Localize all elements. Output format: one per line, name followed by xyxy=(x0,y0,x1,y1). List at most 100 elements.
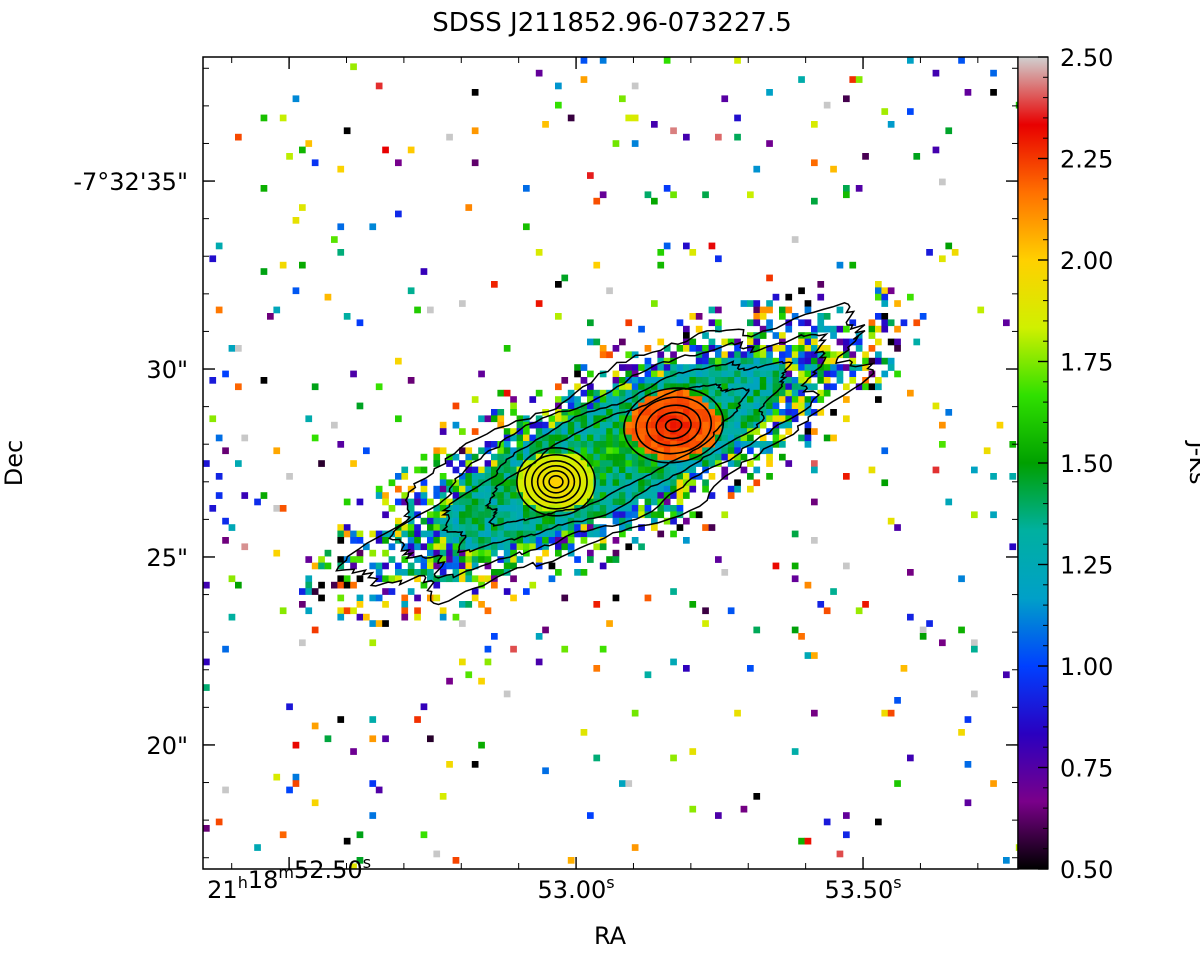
pixel-cell xyxy=(753,402,761,410)
pixel-cell xyxy=(523,543,530,551)
pixel-cell xyxy=(721,511,729,519)
pixel-cell xyxy=(311,383,319,391)
pixel-cell xyxy=(337,530,345,538)
pixel-cell xyxy=(459,505,466,512)
pixel-cell xyxy=(587,524,594,531)
pixel-cell xyxy=(529,466,537,474)
pixel-cell xyxy=(350,556,357,563)
pixel-cell xyxy=(881,709,889,717)
pixel-cell xyxy=(484,658,492,666)
pixel-cell xyxy=(375,492,383,499)
pixel-cell xyxy=(491,466,498,474)
pixel-cell xyxy=(439,498,447,506)
pixel-cell xyxy=(772,332,780,339)
pixel-cell xyxy=(267,313,274,320)
pixel-cell xyxy=(516,517,524,525)
pixel-cell xyxy=(823,351,831,359)
pixel-cell xyxy=(791,357,799,365)
pixel-cell xyxy=(670,466,677,474)
pixel-cell xyxy=(708,402,716,410)
pixel-cell xyxy=(279,261,287,269)
pixel-cell xyxy=(484,498,492,506)
pixel-cell xyxy=(798,357,805,365)
pixel-cell xyxy=(465,473,473,480)
pixel-cell xyxy=(471,159,479,167)
pixel-cell xyxy=(599,453,607,461)
pixel-cell xyxy=(612,473,620,480)
pixel-cell xyxy=(747,370,754,378)
pixel-cell xyxy=(721,370,729,378)
pixel-cell xyxy=(964,716,972,723)
pixel-cell xyxy=(689,479,697,487)
pixel-cell xyxy=(689,466,697,474)
pixel-cell xyxy=(625,466,633,474)
pixel-cell xyxy=(292,287,300,295)
pixel-cell xyxy=(407,517,415,525)
pixel-cell xyxy=(478,498,485,506)
pixel-cell xyxy=(471,473,479,480)
pixel-cell xyxy=(843,185,850,192)
pixel-cell xyxy=(644,421,652,429)
pixel-cell xyxy=(663,421,671,429)
pixel-cell xyxy=(503,447,511,455)
pixel-cell xyxy=(689,415,697,423)
contour-line xyxy=(645,404,702,447)
pixel-cell xyxy=(740,434,748,442)
pixel-cell xyxy=(625,453,633,461)
pixel-cell xyxy=(747,389,754,397)
pixel-cell xyxy=(638,473,645,480)
pixel-cell xyxy=(555,492,562,499)
pixel-cell xyxy=(881,479,889,487)
pixel-cell xyxy=(516,441,524,448)
pixel-cell xyxy=(446,460,453,467)
pixel-cell xyxy=(791,402,799,410)
pixel-cell xyxy=(798,76,805,83)
pixel-cell xyxy=(791,345,799,352)
pixel-cell xyxy=(561,517,569,525)
pixel-cell xyxy=(235,383,242,391)
pixel-cell xyxy=(734,114,741,122)
pixel-cell xyxy=(676,421,684,429)
pixel-cell xyxy=(702,396,709,403)
pixel-cell xyxy=(753,300,761,307)
pixel-cell xyxy=(619,421,626,429)
pixel-cell xyxy=(855,345,863,352)
pixel-cell xyxy=(657,364,665,371)
pixel-cell xyxy=(587,415,594,423)
pixel-cell xyxy=(644,594,652,602)
pixel-cell xyxy=(465,524,473,531)
pixel-cell xyxy=(804,402,812,410)
pixel-cell xyxy=(599,562,607,570)
pixel-cell xyxy=(567,409,575,416)
pixel-cell xyxy=(433,505,441,512)
pixel-cell xyxy=(343,524,351,531)
pixel-cell xyxy=(510,549,517,557)
pixel-cell xyxy=(452,556,460,563)
pixel-cell xyxy=(683,389,690,397)
pixel-cell xyxy=(823,818,831,826)
pixel-cell xyxy=(542,498,549,506)
pixel-cell xyxy=(631,415,639,423)
pixel-cell xyxy=(727,485,735,493)
pixel-cell xyxy=(427,562,434,570)
pixel-cell xyxy=(631,421,639,429)
pixel-cell xyxy=(606,492,613,499)
pixel-cell xyxy=(407,505,415,512)
pixel-cell xyxy=(414,466,421,474)
pixel-cell xyxy=(740,402,748,410)
pixel-cell xyxy=(388,543,396,551)
pixel-cell xyxy=(452,613,460,621)
pixel-cell xyxy=(868,332,876,339)
pixel-cell xyxy=(606,466,613,474)
pixel-cell xyxy=(811,325,818,333)
pixel-cell xyxy=(337,537,345,544)
pixel-cell xyxy=(523,466,530,474)
pixel-cell xyxy=(567,492,575,499)
pixel-cell xyxy=(849,76,857,83)
pixel-cell xyxy=(593,466,601,474)
pixel-cell xyxy=(740,370,748,378)
pixel-cell xyxy=(747,383,754,391)
pixel-cell xyxy=(439,492,447,499)
pixel-cell xyxy=(433,562,441,570)
pixel-cell xyxy=(465,511,473,519)
